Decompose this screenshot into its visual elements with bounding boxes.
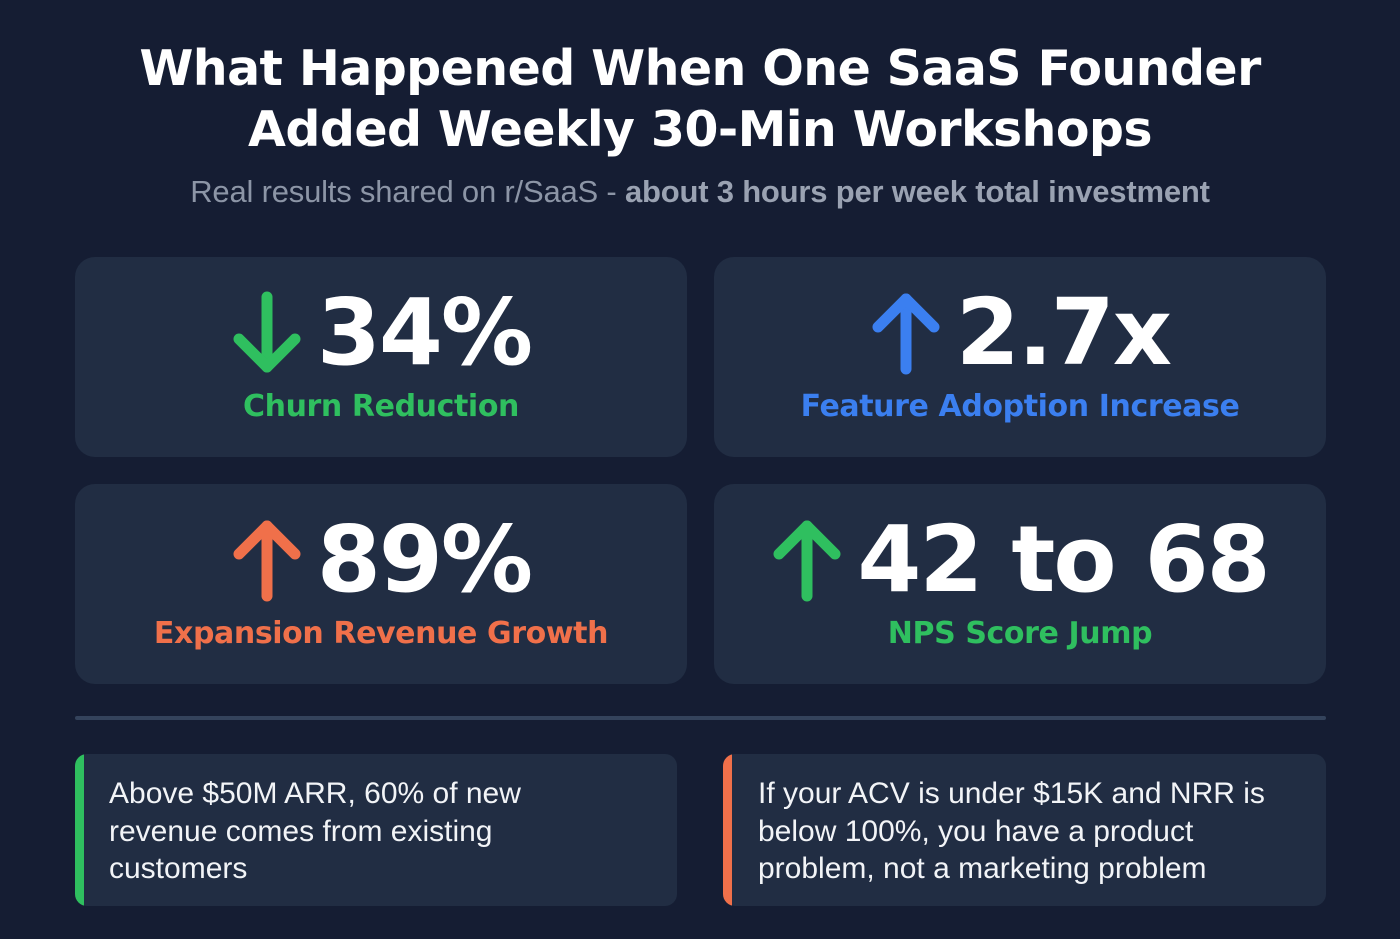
title-line-1: What Happened When One SaaS Founder [139, 40, 1261, 97]
note-accent-bar [723, 754, 732, 906]
insight-note-acv: If your ACV is under $15K and NRR is bel… [723, 754, 1326, 906]
note-text: Above $50M ARR, 60% of new revenue comes… [109, 775, 521, 888]
metric-value: 34% [316, 279, 533, 386]
note-line: problem, not a marketing problem [758, 852, 1207, 885]
subtitle-investment: about 3 hours per week total investment [624, 174, 1210, 209]
arrow-up-icon [773, 520, 841, 602]
metric-value: 89% [316, 506, 533, 613]
metric-card-nps: 42 to 68 NPS Score Jump [714, 484, 1326, 684]
arrow-down-icon [233, 291, 301, 373]
title-line-2: Added Weekly 30-Min Workshops [248, 101, 1152, 158]
note-line: If your ACV is under $15K and NRR is [758, 777, 1265, 810]
note-line: revenue comes from existing [109, 814, 493, 848]
page-title: What Happened When One SaaS Founder Adde… [0, 38, 1400, 160]
metric-value: 42 to 68 [857, 506, 1270, 613]
note-line: customers [109, 852, 248, 885]
metric-value: 2.7x [955, 279, 1172, 386]
note-line: below 100%, you have a product [758, 814, 1194, 848]
subtitle-source: Real results shared on r/SaaS - [190, 174, 625, 209]
subtitle: Real results shared on r/SaaS - about 3 … [0, 174, 1400, 210]
metric-label: NPS Score Jump [887, 616, 1153, 651]
header: What Happened When One SaaS Founder Adde… [0, 38, 1400, 210]
arrow-up-icon [233, 520, 301, 602]
note-accent-bar [75, 754, 84, 906]
note-text: If your ACV is under $15K and NRR is bel… [758, 775, 1265, 888]
metric-card-feature-adoption: 2.7x Feature Adoption Increase [714, 257, 1326, 457]
metric-label: Feature Adoption Increase [800, 389, 1240, 424]
insight-note-arr: Above $50M ARR, 60% of new revenue comes… [75, 754, 677, 906]
section-divider [75, 716, 1326, 720]
metric-label: Churn Reduction [243, 389, 519, 424]
arrow-up-icon [872, 293, 940, 375]
metric-card-churn: 34% Churn Reduction [75, 257, 687, 457]
metric-card-expansion-revenue: 89% Expansion Revenue Growth [75, 484, 687, 684]
metric-label: Expansion Revenue Growth [153, 616, 609, 651]
note-line: Above $50M ARR, 60% of new [109, 777, 521, 810]
